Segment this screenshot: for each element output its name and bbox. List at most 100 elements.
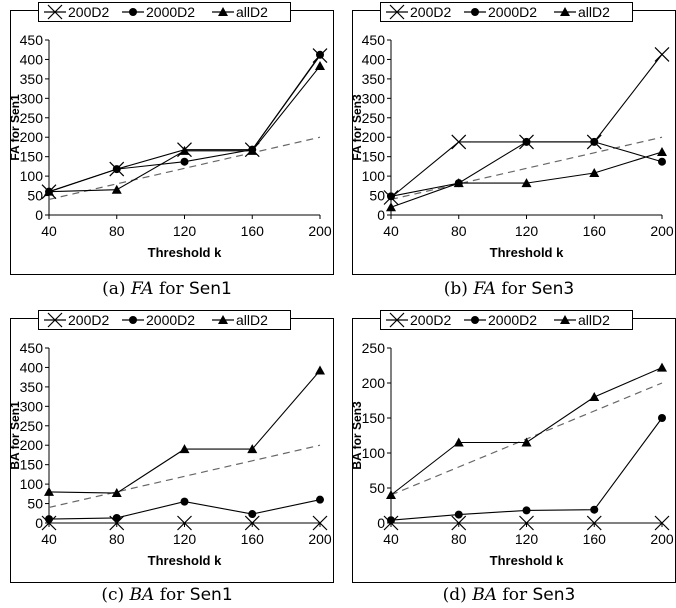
y-tick-label: 100 <box>20 168 44 184</box>
legend-marker <box>218 7 228 16</box>
legend-label: 2000D2 <box>146 4 195 20</box>
x-tick-label: 40 <box>383 223 399 239</box>
y-tick-label: 200 <box>20 437 44 453</box>
legend-label: 2000D2 <box>488 4 537 20</box>
y-tick-label: 200 <box>20 129 44 145</box>
series-line <box>48 55 321 193</box>
data-point <box>657 147 667 156</box>
data-point <box>247 444 258 454</box>
y-axis-label: BA for Sen1 <box>8 401 22 470</box>
data-point <box>453 437 464 447</box>
legend-label: 200D2 <box>68 4 109 20</box>
legend-marker <box>129 316 137 324</box>
y-tick-label: 150 <box>20 149 44 165</box>
data-point <box>44 486 54 496</box>
data-point <box>589 392 600 401</box>
y-tick-label: 0 <box>35 515 43 531</box>
caption-d: (d) BA for Sen3 <box>442 585 576 605</box>
chart-svg: 200D2 2000D2 allD2 0 50 100 150 200 250 300 350 400… <box>350 2 676 275</box>
data-point <box>247 145 258 155</box>
legend-box <box>380 2 633 22</box>
y-tick-label: 50 <box>369 480 385 496</box>
series-line <box>390 141 663 197</box>
x-tick-label: 80 <box>109 223 125 239</box>
x-tick-label: 200 <box>650 531 674 547</box>
y-tick-label: 300 <box>20 398 44 414</box>
legend-label: allD2 <box>236 312 268 328</box>
data-point <box>45 515 53 524</box>
chart-svg: 200D2 2000D2 allD2 0 50 100 150 200 250 40 80 120 16… <box>350 310 676 583</box>
series-2000D2 <box>387 137 666 201</box>
legend-marker <box>471 316 479 324</box>
y-tick-label: 450 <box>20 340 44 356</box>
y-axis-label: BA for Sen3 <box>350 401 364 470</box>
legend: 200D2 2000D2 allD2 <box>380 310 633 330</box>
data-point <box>316 50 324 59</box>
data-point <box>451 515 467 531</box>
legend-label: 200D2 <box>410 4 451 20</box>
data-point <box>521 178 532 188</box>
data-point <box>586 515 602 531</box>
data-point <box>179 444 190 454</box>
x-tick-label: 200 <box>308 531 332 547</box>
x-axis-label: Threshold k <box>148 245 222 260</box>
series-line <box>48 54 321 193</box>
chart-svg: 200D2 2000D2 allD2 0 50 100 150 200 250 300 350 400… <box>8 310 334 583</box>
legend: 200D2 2000D2 allD2 <box>38 2 291 22</box>
chart-panel-a: 200D2 2000D2 allD2 0 50 100 150 200 250 300 350 400… <box>0 0 334 281</box>
reference-line <box>48 136 321 201</box>
legend-marker <box>560 315 570 324</box>
legend-label: 200D2 <box>410 312 451 328</box>
legend-label: allD2 <box>578 4 610 20</box>
data-point <box>386 202 396 212</box>
data-point <box>112 165 121 174</box>
x-tick-label: 80 <box>451 531 467 547</box>
x-tick-label: 160 <box>241 531 265 547</box>
data-point <box>590 505 599 514</box>
series-line <box>390 367 663 496</box>
legend-label: 2000D2 <box>146 312 195 328</box>
x-tick-label: 160 <box>241 223 265 239</box>
series-200D2 <box>383 515 670 531</box>
y-tick-label: 150 <box>20 457 44 473</box>
y-tick-label: 200 <box>362 129 386 145</box>
y-axis-label: FA for Sen3 <box>350 94 364 161</box>
y-tick-label: 50 <box>27 496 43 512</box>
x-tick-label: 40 <box>41 223 57 239</box>
data-point <box>521 437 532 447</box>
data-point <box>316 495 324 504</box>
y-tick-label: 100 <box>20 476 44 492</box>
legend-marker <box>560 7 570 16</box>
caption-b: (b) FA for Sen3 <box>443 279 575 299</box>
x-tick-label: 80 <box>109 531 125 547</box>
series-allD2 <box>386 362 667 499</box>
x-tick-label: 40 <box>41 531 57 547</box>
legend-marker <box>47 312 63 328</box>
series-2000D2 <box>45 50 324 196</box>
data-point <box>658 157 666 166</box>
y-tick-label: 350 <box>20 71 44 87</box>
chart-panel-d: 200D2 2000D2 allD2 0 50 100 150 200 250 40 80 120 16… <box>342 308 676 589</box>
x-axis-label: Threshold k <box>490 245 564 260</box>
series-line <box>48 65 321 193</box>
series-allD2 <box>44 61 325 196</box>
data-point <box>589 168 600 177</box>
legend-box <box>38 2 291 22</box>
series-2000D2 <box>45 495 324 524</box>
x-axis-label: Threshold k <box>148 553 222 568</box>
x-tick-label: 160 <box>583 531 607 547</box>
y-axis-label: FA for Sen1 <box>8 94 22 161</box>
data-point <box>315 365 325 375</box>
data-point <box>658 414 666 422</box>
y-tick-label: 400 <box>20 359 44 375</box>
y-tick-label: 250 <box>362 110 386 126</box>
data-point <box>111 488 122 498</box>
data-point <box>177 515 192 531</box>
legend-label: 200D2 <box>68 312 109 328</box>
data-point <box>244 515 260 531</box>
chart-svg: 200D2 2000D2 allD2 0 50 100 150 200 250 300 350 400… <box>8 2 334 275</box>
reference-line <box>48 444 321 509</box>
legend-marker <box>218 315 228 324</box>
legend-label: 2000D2 <box>488 312 537 328</box>
data-point <box>312 515 328 531</box>
